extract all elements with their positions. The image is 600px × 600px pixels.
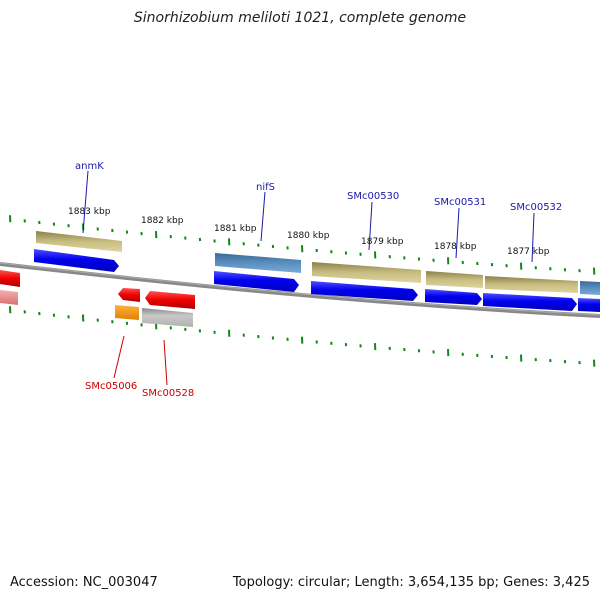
gene-gray-block-smc00528[interactable] bbox=[142, 308, 193, 327]
gene-blue-arrow-nifS[interactable] bbox=[214, 271, 299, 292]
kbp-label: 1877 kbp bbox=[507, 247, 550, 257]
gene-red-arrow-smc05006[interactable] bbox=[118, 288, 140, 302]
gene-orange-block-smc05006[interactable] bbox=[115, 305, 139, 320]
gene-olive-block-smc00531[interactable] bbox=[426, 271, 483, 288]
gene-label-smc00530: SMc00530 bbox=[347, 191, 399, 202]
kbp-label: 1880 kbp bbox=[287, 231, 330, 241]
gene-label-smc00528: SMc00528 bbox=[142, 388, 194, 399]
gene-olive-block-smc00532[interactable] bbox=[485, 276, 578, 293]
kbp-label: 1883 kbp bbox=[68, 207, 111, 217]
gene-blue-arrow-smc00531[interactable] bbox=[425, 289, 482, 305]
gene-red-block-left[interactable] bbox=[0, 270, 20, 287]
leader-line-anmK bbox=[82, 170, 89, 234]
gene-label-smc05006: SMc05006 bbox=[85, 381, 137, 392]
gene-label-nifS: nifS bbox=[256, 182, 275, 193]
gene-steel-block-edge[interactable] bbox=[580, 281, 600, 295]
leader-line-smc00531 bbox=[455, 207, 460, 259]
gene-steel-block-nifS[interactable] bbox=[215, 253, 301, 273]
genome-title: Sinorhizobium meliloti 1021, complete ge… bbox=[133, 10, 467, 26]
leader-line-smc00532 bbox=[531, 212, 535, 263]
kbp-label: 1879 kbp bbox=[361, 237, 404, 247]
leader-line-smc00530 bbox=[368, 201, 373, 251]
gene-label-smc00532: SMc00532 bbox=[510, 202, 562, 213]
gene-label-anmK: anmK bbox=[75, 161, 104, 172]
gene-label-smc00531: SMc00531 bbox=[434, 197, 486, 208]
leader-line-nifS bbox=[260, 191, 266, 242]
inner-tick-track bbox=[9, 306, 596, 367]
gene-olive-block[interactable] bbox=[36, 231, 122, 252]
kbp-label: 1878 kbp bbox=[434, 242, 477, 252]
kbp-label: 1881 kbp bbox=[214, 224, 257, 234]
genome-backbone-highlight bbox=[0, 262, 600, 316]
gene-blue-arrow-smc00532[interactable] bbox=[483, 293, 577, 311]
gene-blue-arrow-edge[interactable] bbox=[578, 298, 600, 312]
gene-red-arrow-smc00528[interactable] bbox=[145, 291, 195, 309]
gene-blue-arrow-smc00530[interactable] bbox=[311, 281, 418, 301]
gene-pink-block-left[interactable] bbox=[0, 290, 18, 305]
accession-text: Accession: NC_003047 bbox=[10, 575, 158, 590]
genome-backbone bbox=[0, 262, 600, 318]
genome-summary-text: Topology: circular; Length: 3,654,135 bp… bbox=[232, 575, 590, 590]
outer-tick-track bbox=[9, 215, 596, 275]
gene-blue-arrow-anmK[interactable] bbox=[34, 249, 119, 272]
gene-olive-block-smc00530[interactable] bbox=[312, 262, 421, 283]
kbp-label: 1882 kbp bbox=[141, 216, 184, 226]
leader-line-smc05006 bbox=[113, 335, 125, 379]
leader-line-smc00528 bbox=[163, 339, 168, 386]
